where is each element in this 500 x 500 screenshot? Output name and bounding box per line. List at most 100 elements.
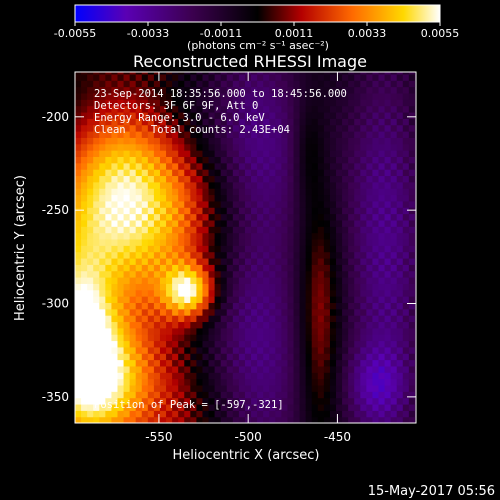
heatmap-cell xyxy=(378,80,386,88)
heatmap-cell xyxy=(251,270,258,278)
heatmap-cell xyxy=(251,137,258,145)
heatmap-cell xyxy=(396,226,404,234)
heatmap-cell xyxy=(257,353,264,361)
heatmap-cell xyxy=(184,283,191,291)
heatmap-cell xyxy=(396,188,404,196)
heatmap-cell xyxy=(93,416,100,423)
heatmap-cell xyxy=(396,137,404,145)
heatmap-cell xyxy=(396,86,404,94)
heatmap-cell xyxy=(159,169,167,177)
heatmap-cell xyxy=(117,277,125,284)
heatmap-cell xyxy=(360,124,367,132)
heatmap-cell xyxy=(384,302,392,310)
heatmap-cell xyxy=(402,416,410,423)
heatmap-cell xyxy=(329,213,337,221)
heatmap-cell xyxy=(269,162,276,170)
heatmap-cell xyxy=(317,162,325,170)
heatmap-cell xyxy=(87,80,94,88)
heatmap-cell xyxy=(396,118,404,126)
heatmap-cell xyxy=(317,200,325,208)
heatmap-cell xyxy=(123,150,131,157)
heatmap-cell xyxy=(190,327,197,335)
heatmap-cell xyxy=(159,416,167,423)
heatmap-cell xyxy=(378,238,386,246)
heatmap-cell xyxy=(220,302,228,310)
heatmap-cell xyxy=(348,156,355,164)
heatmap-cell xyxy=(172,105,179,113)
heatmap-cell xyxy=(281,131,289,138)
heatmap-cell xyxy=(99,289,106,297)
heatmap-cell xyxy=(75,340,82,348)
heatmap-cell xyxy=(147,403,155,411)
heatmap-cell xyxy=(244,334,252,342)
heatmap-cell xyxy=(147,308,155,316)
heatmap-cell xyxy=(244,359,252,367)
heatmap-cell xyxy=(408,353,416,361)
heatmap-cell xyxy=(275,327,282,335)
heatmap-cell xyxy=(414,296,416,303)
heatmap-cell xyxy=(123,264,131,272)
heatmap-cell xyxy=(159,410,167,418)
heatmap-cell xyxy=(311,346,319,354)
heatmap-cell xyxy=(293,92,301,100)
heatmap-cell xyxy=(93,378,100,386)
heatmap-cell xyxy=(299,403,307,411)
heatmap-cell xyxy=(402,365,410,373)
heatmap-cell xyxy=(232,289,240,297)
heatmap-cell xyxy=(251,162,258,170)
heatmap-cell xyxy=(178,289,185,297)
heatmap-cell xyxy=(117,403,125,411)
heatmap-cell xyxy=(360,327,367,335)
heatmap-cell xyxy=(81,118,88,126)
heatmap-cell xyxy=(263,124,270,132)
heatmap-cell xyxy=(275,397,282,405)
heatmap-cell xyxy=(166,308,173,316)
heatmap-cell xyxy=(378,169,386,177)
heatmap-cell xyxy=(244,92,252,100)
heatmap-cell xyxy=(372,308,380,316)
heatmap-cell xyxy=(196,334,204,342)
heatmap-cell xyxy=(317,289,325,297)
heatmap-cell xyxy=(348,150,355,157)
heatmap-cell xyxy=(202,277,210,284)
heatmap-cell xyxy=(311,270,319,278)
heatmap-cell xyxy=(329,86,337,94)
heatmap-cell xyxy=(251,73,258,81)
heatmap-cell xyxy=(372,365,380,373)
heatmap-cell xyxy=(202,181,210,189)
heatmap-cell xyxy=(75,73,82,81)
heatmap-cell xyxy=(111,207,119,215)
heatmap-cell xyxy=(178,143,185,151)
heatmap-cell xyxy=(135,296,143,303)
heatmap-cell xyxy=(329,257,337,265)
heatmap-cell xyxy=(129,378,137,386)
heatmap-cell xyxy=(238,99,246,107)
heatmap-cell xyxy=(317,213,325,221)
heatmap-cell xyxy=(226,372,234,380)
heatmap-cell xyxy=(275,175,282,183)
heatmap-cell xyxy=(390,80,398,88)
heatmap-cell xyxy=(196,308,204,316)
heatmap-cell xyxy=(336,334,343,342)
heatmap-cell xyxy=(141,194,149,202)
heatmap-cell xyxy=(129,72,137,75)
heatmap-cell xyxy=(232,378,240,386)
heatmap-cell xyxy=(269,99,276,107)
heatmap-cell xyxy=(123,131,131,138)
heatmap-cell xyxy=(366,150,374,157)
heatmap-cell xyxy=(129,264,137,272)
heatmap-cell xyxy=(135,302,143,310)
heatmap-cell xyxy=(414,353,416,361)
heatmap-cell xyxy=(317,334,325,342)
heatmap-cell xyxy=(244,296,252,303)
heatmap-cell xyxy=(342,207,349,215)
heatmap-cell xyxy=(390,334,398,342)
heatmap-cell xyxy=(81,238,88,246)
heatmap-cell xyxy=(305,391,313,399)
heatmap-cell xyxy=(257,213,264,221)
heatmap-cell xyxy=(220,296,228,303)
heatmap-cell xyxy=(305,219,313,227)
heatmap-cell xyxy=(238,277,246,284)
heatmap-cell xyxy=(238,188,246,196)
annotation-energy-range: Energy Range: 3.0 - 6.0 keV xyxy=(94,112,265,124)
